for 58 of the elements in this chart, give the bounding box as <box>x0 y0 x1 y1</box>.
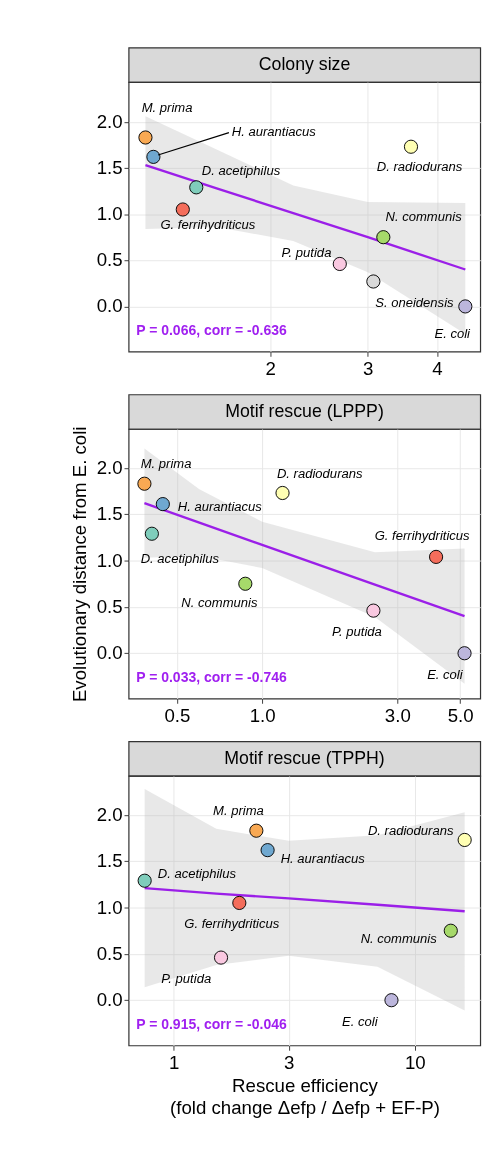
y-tick-label: 0.0 <box>96 642 123 664</box>
x-tick-label: 3.0 <box>384 705 411 727</box>
x-tick-label: 3 <box>363 358 374 380</box>
annotation: E. coli <box>434 326 472 342</box>
annotation: H. aurantiacus <box>177 498 263 514</box>
annotation: D. radiodurans <box>367 823 454 839</box>
annotation: G. ferrihydriticus <box>374 528 471 544</box>
annotation: P = 0.066, corr = -0.636 <box>136 321 287 338</box>
x-tick-label: 0.5 <box>164 705 191 727</box>
annotation: D. radiodurans <box>276 466 363 482</box>
y-tick-label: 2.0 <box>96 804 123 825</box>
y-tick-label: 0.0 <box>96 989 123 1011</box>
annotation: P. putida <box>331 623 382 639</box>
annotation: D. acetiphilus <box>140 550 220 566</box>
annotation: P. putida <box>161 970 212 986</box>
x-tick-label: 10 <box>404 1052 426 1074</box>
x-tick-label: 3 <box>284 1052 295 1074</box>
annotation: D. radiodurans <box>376 158 463 174</box>
y-tick-label: 0.0 <box>96 295 123 317</box>
y-tick-label: 2.0 <box>96 457 123 479</box>
annotation: M. prima <box>141 100 193 116</box>
annotation: P = 0.033, corr = -0.746 <box>136 668 287 685</box>
x-tick-label: 4 <box>432 358 443 380</box>
annotation: N. communis <box>360 930 438 946</box>
y-tick-label: 1.5 <box>96 157 123 179</box>
annotation: P = 0.915, corr = -0.046 <box>136 1015 287 1032</box>
annotation: D. acetiphilus <box>201 163 281 179</box>
y-axis-title: Evolutionary distance from E. coli <box>68 426 90 703</box>
annotation: H. aurantiacus <box>280 851 366 867</box>
annotation: P. putida <box>281 245 332 261</box>
annotation: M. prima <box>213 802 264 818</box>
x-tick-label: 5.0 <box>447 705 474 727</box>
chart-title: Motif rescue (TPPH) <box>224 748 385 769</box>
annotation: M. prima <box>140 455 192 471</box>
annotation: G. ferrihydriticus <box>184 916 280 932</box>
annotation: D. acetiphilus <box>157 865 237 881</box>
x-tick-label: 1.0 <box>249 705 276 727</box>
annotation: E. coli <box>342 1014 379 1030</box>
annotation: E. coli <box>427 667 464 683</box>
x-tick-label: 2 <box>265 358 276 380</box>
annotation: N. communis <box>385 209 463 225</box>
y-tick-label: 1.0 <box>96 896 123 918</box>
x-tick-label: 1 <box>169 1052 180 1074</box>
y-tick-label: 1.5 <box>96 503 123 525</box>
y-tick-label: 2.0 <box>96 110 123 132</box>
chart-title: Motif rescue (LPPP) <box>225 401 384 422</box>
annotation: N. communis <box>181 595 258 611</box>
annotation: H. aurantiacus <box>231 124 317 140</box>
y-tick-label: 0.5 <box>96 595 123 617</box>
y-tick-label: 0.5 <box>96 942 123 964</box>
annotation: S. oneidensis <box>375 294 455 310</box>
x-axis-title: Rescue efficiency (fold change Δefp / Δefp + EF-P) <box>170 1074 440 1119</box>
y-tick-label: 1.5 <box>96 850 123 872</box>
annotation: G. ferrihydriticus <box>160 217 256 233</box>
y-tick-label: 1.0 <box>96 549 123 571</box>
chart-title: Colony size <box>258 54 351 75</box>
y-tick-label: 1.0 <box>96 203 123 225</box>
y-tick-label: 0.5 <box>96 249 123 271</box>
